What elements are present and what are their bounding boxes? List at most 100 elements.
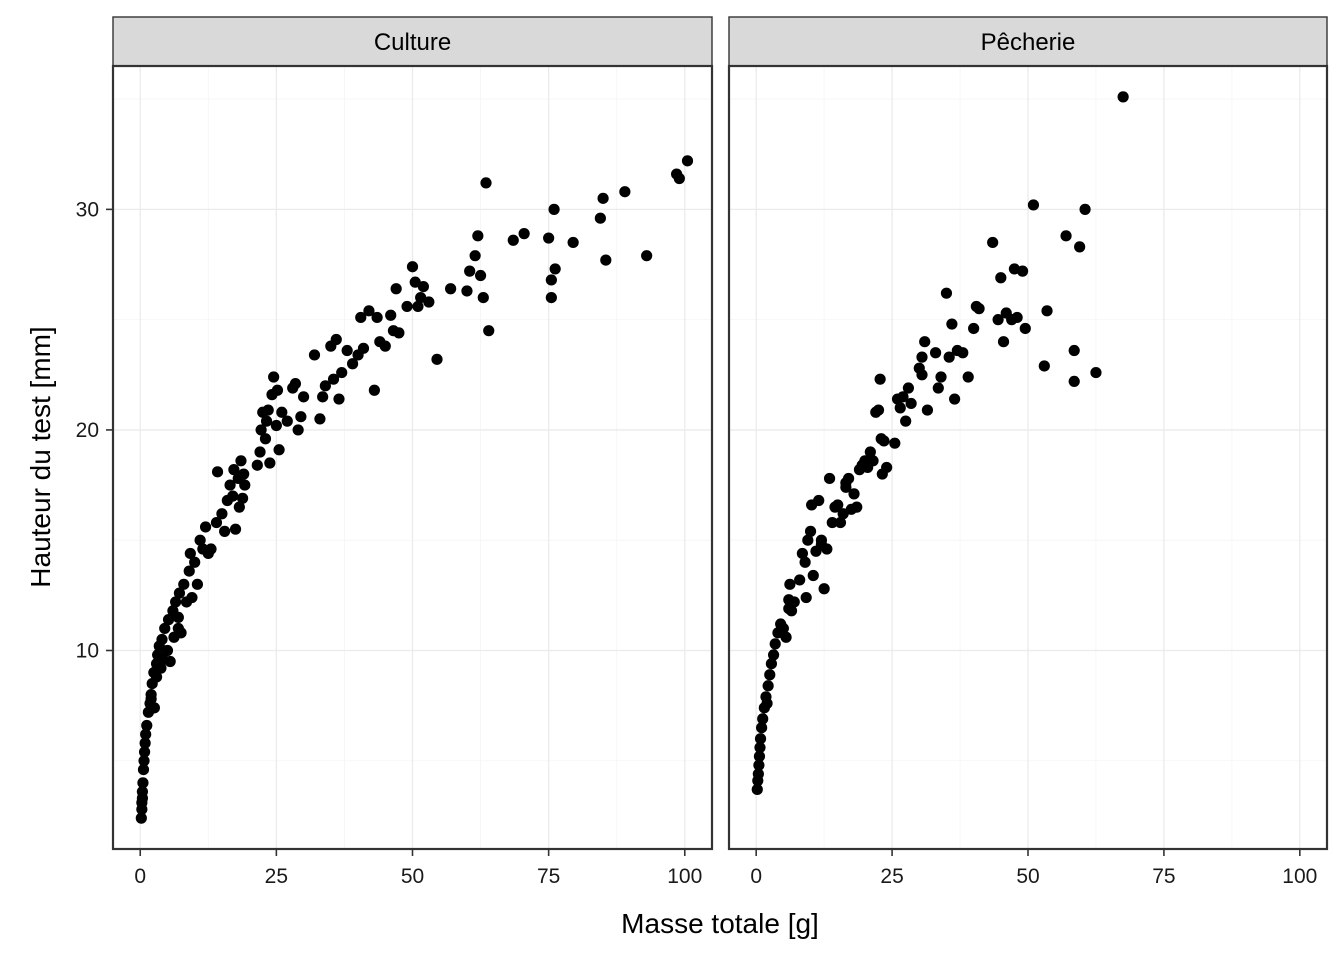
x-tick-label: 0: [134, 865, 146, 888]
data-point-culture: [281, 415, 293, 427]
data-point-culture: [292, 424, 304, 436]
data-point-culture: [216, 508, 228, 520]
data-point-pecherie: [751, 783, 763, 796]
data-point-pecherie: [905, 397, 917, 410]
data-point-culture: [156, 633, 168, 646]
data-point-pecherie: [799, 556, 811, 568]
data-point-pecherie: [943, 351, 955, 363]
data-point-pecherie: [1079, 203, 1091, 215]
data-point-culture: [480, 177, 492, 189]
data-point-pecherie: [761, 697, 773, 710]
data-point-pecherie: [919, 336, 931, 348]
data-point-pecherie: [807, 569, 819, 582]
data-point-pecherie: [867, 455, 879, 467]
data-point-culture: [170, 596, 182, 608]
data-point-pecherie: [769, 638, 781, 650]
data-point-pecherie: [834, 516, 847, 529]
data-point-culture: [235, 455, 247, 467]
data-point-pecherie: [916, 351, 928, 363]
data-point-pecherie: [921, 404, 934, 416]
data-point-pecherie: [916, 369, 928, 381]
data-point-culture: [379, 340, 391, 352]
data-point-culture: [472, 230, 484, 242]
data-point-culture: [385, 309, 397, 321]
x-axis-title: Masse totale [g]: [621, 908, 819, 939]
x-tick-label: 100: [667, 865, 702, 888]
data-point-pecherie: [1090, 366, 1102, 379]
data-point-culture: [619, 186, 631, 198]
data-point-culture: [330, 333, 342, 346]
data-point-culture: [271, 384, 284, 396]
data-point-pecherie: [946, 318, 958, 330]
data-point-culture: [228, 464, 240, 476]
data-point-pecherie: [1068, 375, 1080, 388]
data-point-culture: [543, 232, 555, 244]
data-point-culture: [172, 611, 184, 624]
data-point-culture: [210, 516, 223, 529]
grid-pecherie: [729, 66, 1327, 849]
data-point-culture: [319, 380, 331, 392]
data-point-culture: [183, 565, 195, 577]
data-point-culture: [264, 457, 276, 469]
data-point-pecherie: [813, 494, 825, 507]
points-pecherie: [751, 91, 1129, 796]
data-point-culture: [357, 342, 370, 354]
data-point-pecherie: [962, 371, 974, 383]
data-point-pecherie: [1041, 305, 1053, 317]
data-point-culture: [289, 378, 302, 390]
data-point-pecherie: [832, 499, 844, 511]
y-axis-ticks: 10 20 30: [76, 198, 113, 662]
data-point-culture: [150, 671, 163, 683]
data-point-culture: [268, 371, 280, 383]
data-point-pecherie: [864, 446, 876, 458]
data-point-pecherie: [929, 347, 942, 359]
data-point-culture: [161, 644, 174, 657]
data-point-pecherie: [997, 336, 1010, 348]
x-tick-label: 50: [1016, 865, 1039, 888]
data-point-culture: [135, 812, 147, 824]
data-point-pecherie: [848, 488, 860, 500]
data-point-pecherie: [823, 472, 836, 485]
data-point-culture: [276, 406, 288, 418]
data-point-culture: [255, 424, 267, 436]
data-point-culture: [224, 479, 236, 491]
data-point-culture: [227, 490, 239, 502]
data-point-pecherie: [949, 393, 961, 405]
data-point-culture: [173, 587, 186, 599]
data-point-culture: [597, 192, 609, 204]
data-point-pecherie: [1016, 265, 1029, 277]
data-point-pecherie: [894, 402, 906, 414]
data-point-culture: [445, 283, 457, 295]
data-point-culture: [412, 300, 424, 313]
data-point-culture: [355, 311, 367, 324]
data-point-culture: [406, 261, 419, 273]
data-point-culture: [314, 413, 326, 425]
data-point-culture: [229, 523, 242, 535]
grid-culture: [113, 66, 712, 849]
data-point-culture: [175, 627, 187, 639]
data-point-pecherie: [851, 501, 863, 513]
x-tick-label: 0: [750, 865, 762, 888]
data-point-culture: [393, 327, 405, 339]
data-point-culture: [594, 212, 606, 224]
data-point-culture: [148, 702, 160, 714]
strip-label-pecherie: Pêcherie: [981, 29, 1076, 56]
data-point-culture: [673, 172, 685, 185]
data-point-pecherie: [764, 669, 776, 681]
data-point-culture: [363, 305, 375, 317]
data-point-culture: [474, 269, 487, 282]
data-point-culture: [211, 466, 224, 478]
data-point-culture: [184, 547, 196, 560]
data-point-culture: [390, 283, 402, 295]
data-point-culture: [262, 404, 274, 416]
data-point-pecherie: [804, 525, 817, 537]
data-point-culture: [641, 250, 653, 262]
data-point-culture: [191, 578, 204, 590]
data-point-pecherie: [935, 371, 947, 383]
data-point-pecherie: [874, 373, 886, 385]
data-point-pecherie: [1011, 311, 1023, 324]
panel-culture: Culture 0 25 50 75 100: [111, 16, 714, 888]
data-point-culture: [368, 384, 380, 396]
data-point-culture: [681, 155, 694, 167]
data-point-culture: [371, 311, 383, 324]
